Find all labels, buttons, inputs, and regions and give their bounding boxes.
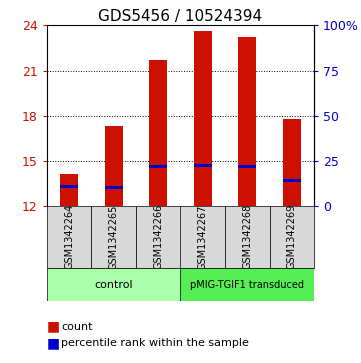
Text: count: count [61,322,93,332]
Bar [270,206,314,268]
Text: control: control [95,280,133,290]
Bar [47,268,180,301]
Text: ■: ■ [47,336,60,350]
Text: GSM1342268: GSM1342268 [242,204,252,269]
Text: GSM1342265: GSM1342265 [109,204,119,269]
Bar [238,165,256,168]
Text: GSM1342269: GSM1342269 [287,204,297,269]
Bar [149,165,167,168]
Text: GSM1342266: GSM1342266 [153,204,163,269]
Bar [91,206,136,268]
Text: ■: ■ [47,320,60,334]
Bar [194,164,212,167]
Bar [180,206,225,268]
Bar [194,32,212,206]
Bar [60,185,78,188]
Bar [238,37,256,206]
Text: pMIG-TGIF1 transduced: pMIG-TGIF1 transduced [190,280,304,290]
Bar [47,206,91,268]
Text: percentile rank within the sample: percentile rank within the sample [61,338,249,348]
Text: GSM1342264: GSM1342264 [64,204,74,269]
Bar [60,174,78,206]
Bar [180,268,314,301]
Bar [105,126,123,206]
Bar [149,60,167,206]
Bar [105,186,123,189]
Bar [136,206,180,268]
Bar [225,206,270,268]
Text: GDS5456 / 10524394: GDS5456 / 10524394 [99,9,262,24]
Text: GSM1342267: GSM1342267 [198,204,208,269]
Bar [283,119,301,206]
Bar [283,179,301,182]
